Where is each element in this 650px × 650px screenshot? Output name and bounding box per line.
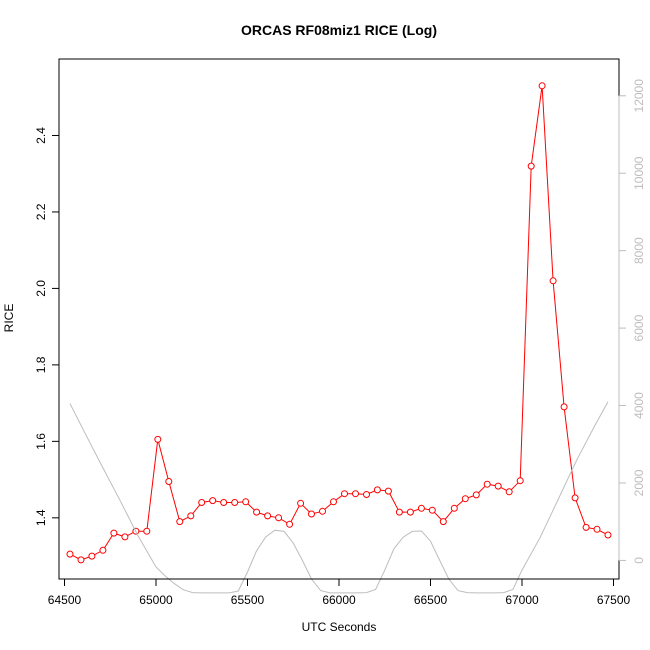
altitude-line	[69, 401, 609, 594]
rice-point	[417, 504, 425, 512]
rice-point	[505, 488, 513, 496]
rice-point	[571, 494, 579, 502]
x-tick-label: 67000	[505, 593, 539, 607]
y-tick-label: 2.2	[34, 203, 48, 220]
plot-region	[58, 58, 620, 594]
rice-point	[406, 508, 414, 516]
rice-point	[516, 477, 524, 485]
rice-point	[187, 512, 195, 520]
y2-tick-label: 2000	[632, 469, 646, 496]
x-tick-label: 65000	[139, 593, 173, 607]
rice-point	[494, 482, 502, 490]
rice-point	[384, 487, 392, 495]
rice-point	[88, 552, 96, 560]
y-tick-label: 1.6	[34, 433, 48, 450]
rice-point	[352, 490, 359, 498]
rice-point	[66, 550, 74, 558]
y-tick-label: 1.8	[34, 356, 48, 373]
y2-tick-label: 12000	[632, 79, 646, 113]
y-axis-label: RICE	[2, 304, 16, 333]
rice-point	[527, 162, 535, 170]
x-tick-label: 65500	[231, 593, 265, 607]
rice-point	[275, 514, 283, 522]
rice-point	[330, 498, 337, 506]
x-tick-label: 66500	[414, 593, 448, 607]
rice-point	[253, 508, 261, 516]
rice-point	[99, 546, 107, 554]
rice-point	[308, 510, 315, 518]
y2-tick-label: 0	[632, 557, 646, 564]
rice-point	[604, 531, 612, 539]
y2-tick-label: 6000	[632, 314, 646, 341]
y2-axis: 0 2000 4000 6000 8000 10000 12000	[618, 79, 646, 564]
rice-point	[286, 520, 294, 528]
rice-point	[373, 486, 381, 494]
y2-tick-label: 10000	[632, 156, 646, 190]
rice-point	[395, 508, 403, 516]
rice-point	[450, 504, 458, 512]
rice-point	[220, 499, 228, 506]
rice-point	[165, 478, 173, 485]
y2-tick-label: 4000	[632, 392, 646, 419]
rice-point	[472, 491, 480, 499]
rice-point	[461, 495, 469, 503]
chart-title: ORCAS RF08miz1 RICE (Log)	[241, 22, 437, 38]
rice-point	[77, 556, 85, 564]
rice-point	[483, 480, 491, 488]
y-axis: 1.4 1.6 1.8 2.0 2.2 2.4	[34, 127, 60, 526]
rice-point	[593, 525, 601, 533]
rice-point	[176, 518, 184, 526]
rice-point	[154, 435, 162, 443]
rice-point	[549, 277, 557, 285]
x-axis: 64500 65000 65500 66000 66500 67000 67500	[48, 578, 631, 607]
rice-point	[428, 506, 436, 514]
rice-point	[538, 82, 546, 90]
x-tick-label: 66000	[322, 593, 356, 607]
rice-point	[560, 403, 568, 411]
y-tick-label: 1.4	[34, 509, 48, 526]
rice-point	[231, 499, 239, 506]
rice-point	[143, 527, 151, 535]
x-axis-label: UTC Seconds	[302, 620, 377, 634]
rice-point	[319, 507, 326, 515]
y2-tick-label: 8000	[632, 237, 646, 264]
rice-point	[242, 498, 250, 506]
y-tick-label: 2.4	[34, 127, 48, 144]
rice-point	[582, 523, 590, 531]
rice-point	[110, 529, 118, 537]
rice-point	[341, 490, 348, 498]
rice-point	[209, 497, 217, 505]
x-tick-label: 64500	[48, 593, 82, 607]
x-tick-label: 67500	[597, 593, 631, 607]
y-tick-label: 2.0	[34, 280, 48, 297]
rice-point	[264, 512, 272, 520]
series-layer	[66, 82, 612, 594]
rice-point	[198, 499, 206, 506]
rice-point	[121, 533, 129, 541]
rice-point	[297, 499, 305, 507]
rice-point	[363, 491, 370, 498]
rice-point	[439, 518, 447, 526]
